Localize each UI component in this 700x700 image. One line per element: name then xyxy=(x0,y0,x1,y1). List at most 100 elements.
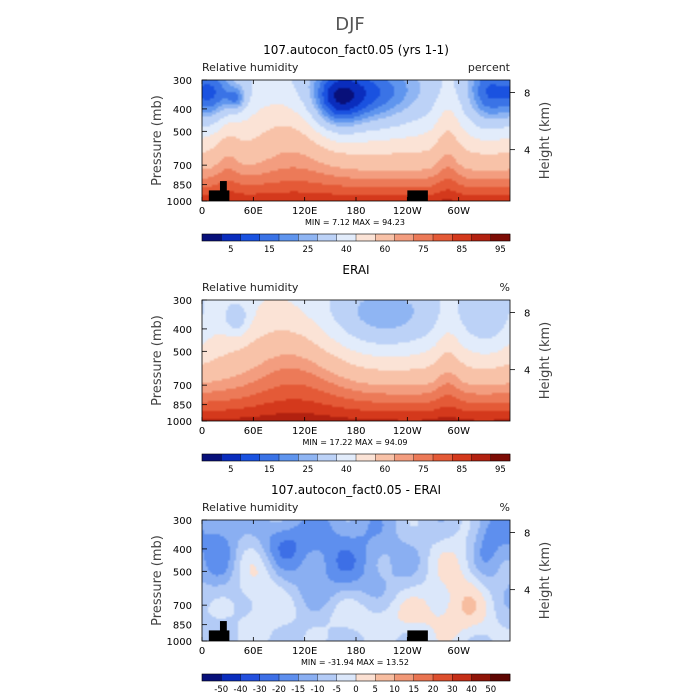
terrain-block xyxy=(208,190,230,201)
x-tick-label: 120W xyxy=(393,206,422,217)
terrain-block xyxy=(407,630,428,641)
variable-label: Relative humidity xyxy=(202,61,299,74)
colorbar-tick-label: 85 xyxy=(456,245,467,255)
x-tick-label: 60W xyxy=(447,426,470,437)
colorbar-tick-label: 60 xyxy=(379,465,390,475)
y-tick-label: 850 xyxy=(173,401,192,412)
y-tick-label: 850 xyxy=(173,181,192,192)
panel-title: 107.autocon_fact0.05 (yrs 1-1) xyxy=(263,43,449,57)
colorbar-swatch xyxy=(413,234,434,241)
colorbar-swatch xyxy=(240,454,261,461)
colorbar-swatch xyxy=(413,454,434,461)
colorbar-tick-label: -15 xyxy=(291,685,305,695)
colorbar-tick-label: 60 xyxy=(379,245,390,255)
colorbar: 5 15 25 40 60 75 85 95 xyxy=(201,453,511,475)
x-tick-label: 120E xyxy=(292,426,317,437)
colorbar-swatch xyxy=(317,234,338,241)
heatmap-field xyxy=(202,520,510,641)
colorbar-swatch xyxy=(356,234,376,241)
y-axis-label: Pressure (mb) xyxy=(150,315,165,406)
y-tick-label: 300 xyxy=(173,76,192,87)
panel-title: 107.autocon_fact0.05 - ERAI xyxy=(271,483,441,497)
y-tick-label: 400 xyxy=(173,545,192,556)
colorbar-tick-label: 5 xyxy=(228,245,233,255)
colorbar-tick-label: 95 xyxy=(495,465,506,475)
x-tick-label: 0 xyxy=(199,646,205,657)
colorbar-swatch xyxy=(317,674,338,681)
colorbar-swatch xyxy=(240,234,261,241)
x-tick-label: 180 xyxy=(346,646,365,657)
colorbar-tick-label: 75 xyxy=(418,465,429,475)
colorbar-swatch xyxy=(298,674,318,681)
x-tick-label: 180 xyxy=(346,206,365,217)
colorbar-swatch xyxy=(202,454,222,461)
colorbar-tick-label: 15 xyxy=(408,685,419,695)
y-axis-label: Pressure (mb) xyxy=(150,95,165,186)
colorbar-tick-label: 25 xyxy=(302,465,313,475)
colorbar-tick-label: 5 xyxy=(228,465,233,475)
colorbar-swatch xyxy=(279,454,299,461)
colorbar-tick-label: 50 xyxy=(485,685,496,695)
units-label: % xyxy=(500,281,510,294)
colorbar-tick-label: 10 xyxy=(389,685,400,695)
colorbar-tick-label: -40 xyxy=(234,685,248,695)
colorbar-tick-label: -50 xyxy=(214,685,228,695)
colorbar-tick-label: -20 xyxy=(272,685,286,695)
figure-title: DJF xyxy=(335,14,365,35)
colorbar-tick-label: 15 xyxy=(264,465,275,475)
x-tick-label: 60W xyxy=(447,206,470,217)
colorbar-swatch xyxy=(452,234,472,241)
colorbar-tick-label: 40 xyxy=(341,465,352,475)
y2-axis-label: Height (km) xyxy=(538,322,553,399)
y-tick-label: 850 xyxy=(173,621,192,632)
colorbar-swatch xyxy=(336,234,357,241)
y-tick-label: 300 xyxy=(173,296,192,307)
y-tick-label: 1000 xyxy=(167,197,192,208)
colorbar-swatch xyxy=(221,454,241,461)
colorbar-swatch xyxy=(240,674,261,681)
heatmap-field xyxy=(202,80,510,201)
colorbar-tick-label: 5 xyxy=(373,685,378,695)
colorbar-tick-label: 40 xyxy=(341,245,352,255)
x-tick-label: 60E xyxy=(244,206,263,217)
x-tick-label: 120W xyxy=(393,426,422,437)
y2-tick-label: 4 xyxy=(524,366,530,377)
colorbar-tick-label: 40 xyxy=(466,685,477,695)
panel-title: ERAI xyxy=(342,263,369,277)
colorbar-swatch xyxy=(259,454,280,461)
y2-tick-label: 4 xyxy=(524,146,530,157)
colorbar-swatch xyxy=(356,674,376,681)
topography-mask xyxy=(208,621,428,641)
colorbar-swatch xyxy=(375,454,395,461)
heatmap-field xyxy=(202,300,510,421)
colorbar-swatch xyxy=(433,454,453,461)
colorbar-tick-label: 30 xyxy=(447,685,458,695)
units-label: percent xyxy=(468,61,511,74)
colorbar-swatch xyxy=(356,454,376,461)
y2-tick-label: 4 xyxy=(524,586,530,597)
colorbar-tick-label: 85 xyxy=(456,465,467,475)
colorbar-swatch xyxy=(279,674,299,681)
y2-tick-label: 8 xyxy=(524,529,530,540)
y2-tick-label: 8 xyxy=(524,89,530,100)
colorbar-tick-label: 25 xyxy=(302,245,313,255)
colorbar-swatch xyxy=(221,674,241,681)
colorbar-swatch xyxy=(433,674,453,681)
colorbar-swatch xyxy=(471,674,492,681)
colorbar-swatch xyxy=(202,234,222,241)
terrain-block xyxy=(219,181,227,201)
colorbar-swatch xyxy=(259,674,280,681)
y-tick-label: 500 xyxy=(173,567,192,578)
colorbar-swatch xyxy=(413,674,434,681)
colorbar-tick-label: -5 xyxy=(333,685,341,695)
colorbar-swatch xyxy=(336,454,357,461)
x-tick-label: 120E xyxy=(292,206,317,217)
min-max-stats: MIN = 7.12 MAX = 94.23 xyxy=(305,218,405,227)
colorbar-swatch xyxy=(490,234,511,241)
colorbar-tick-label: 0 xyxy=(353,685,358,695)
x-tick-label: 120E xyxy=(292,646,317,657)
chart-panel-3: 107.autocon_fact0.05 - ERAI Relative humi… xyxy=(150,483,553,695)
x-tick-label: 0 xyxy=(199,206,205,217)
colorbar-swatch xyxy=(490,454,511,461)
colorbar-tick-label: -30 xyxy=(253,685,267,695)
